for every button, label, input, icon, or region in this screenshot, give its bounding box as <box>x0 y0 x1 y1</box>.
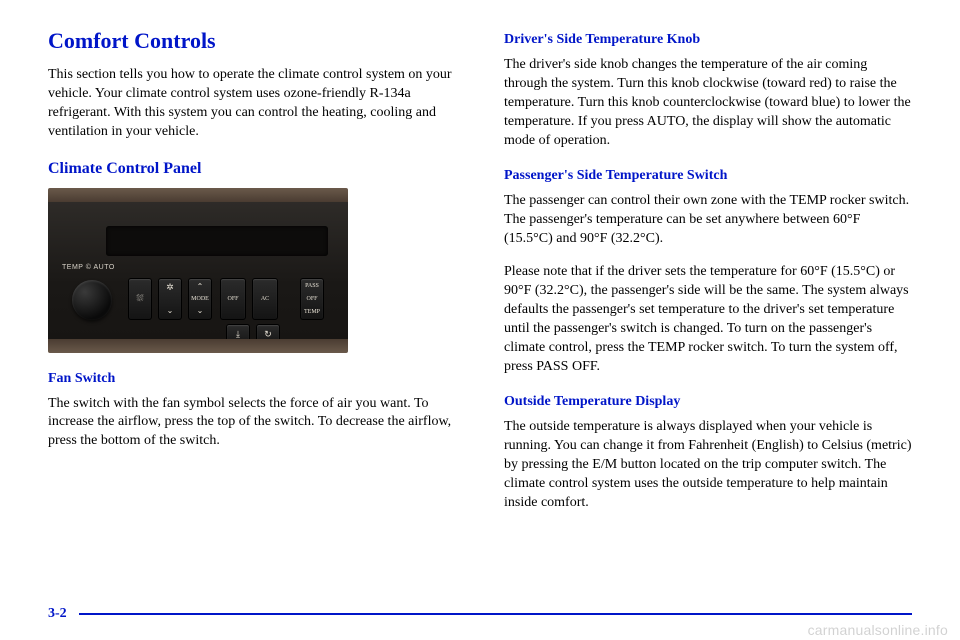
driver-temp-heading: Driver's Side Temperature Knob <box>504 32 912 48</box>
button-group-3: PASS OFF TEMP <box>300 278 324 320</box>
mode-rocker: ⌃ MODE ⌄ <box>188 278 212 320</box>
passenger-temp-heading: Passenger's Side Temperature Switch <box>504 168 912 184</box>
pass-off-rocker: PASS OFF TEMP <box>300 278 324 320</box>
fan-icon: ✲ <box>166 283 174 292</box>
chevron-down-icon: ⌄ <box>197 307 204 315</box>
intro-paragraph: This section tells you how to operate th… <box>48 66 456 142</box>
mode-label: MODE <box>191 296 209 302</box>
left-column: Comfort Controls This section tells you … <box>48 28 456 640</box>
right-column: Driver's Side Temperature Knob The drive… <box>504 28 912 640</box>
off-label: OFF <box>306 296 317 302</box>
defrost-icon: ⛆ <box>136 294 143 303</box>
temperature-knob <box>72 280 112 320</box>
control-panel-face: TEMP © AUTO ⛆ ✲ ⌄ ⌃ MODE ⌄ <box>48 202 348 339</box>
fan-switch-heading: Fan Switch <box>48 371 456 387</box>
lcd-display <box>106 226 328 256</box>
footer-rule <box>79 613 912 615</box>
pass-label: PASS <box>305 283 319 289</box>
manual-page: Comfort Controls This section tells you … <box>0 0 960 640</box>
ac-button: AC <box>252 278 278 320</box>
page-title: Comfort Controls <box>48 28 456 54</box>
fan-switch-paragraph: The switch with the fan symbol selects t… <box>48 395 456 452</box>
chevron-up-icon: ⌃ <box>197 283 204 291</box>
passenger-temp-paragraph-1: The passenger can control their own zone… <box>504 192 912 249</box>
climate-panel-heading: Climate Control Panel <box>48 160 456 178</box>
page-number: 3-2 <box>48 606 67 622</box>
off-button: OFF <box>220 278 246 320</box>
temp-label: TEMP <box>304 309 320 315</box>
climate-control-photo: TEMP © AUTO ⛆ ✲ ⌄ ⌃ MODE ⌄ <box>48 188 348 353</box>
button-group-1: ⛆ ✲ ⌄ ⌃ MODE ⌄ <box>128 278 212 320</box>
outside-temp-heading: Outside Temperature Display <box>504 394 912 410</box>
two-column-layout: Comfort Controls This section tells you … <box>48 28 912 640</box>
dash-trim-bottom <box>48 339 348 353</box>
defrost-button: ⛆ <box>128 278 152 320</box>
button-group-2: OFF AC <box>220 278 278 320</box>
page-footer: 3-2 <box>48 606 912 622</box>
passenger-temp-paragraph-2: Please note that if the driver sets the … <box>504 263 912 376</box>
chevron-down-icon: ⌄ <box>167 307 174 315</box>
off-label: OFF <box>227 296 238 302</box>
watermark-text: carmanualsonline.info <box>808 622 948 638</box>
fan-rocker: ✲ ⌄ <box>158 278 182 320</box>
ac-label: AC <box>261 296 269 302</box>
driver-temp-paragraph: The driver's side knob changes the tempe… <box>504 56 912 150</box>
temp-auto-label: TEMP © AUTO <box>62 264 115 271</box>
dash-trim-top <box>48 188 348 202</box>
outside-temp-paragraph: The outside temperature is always displa… <box>504 418 912 512</box>
